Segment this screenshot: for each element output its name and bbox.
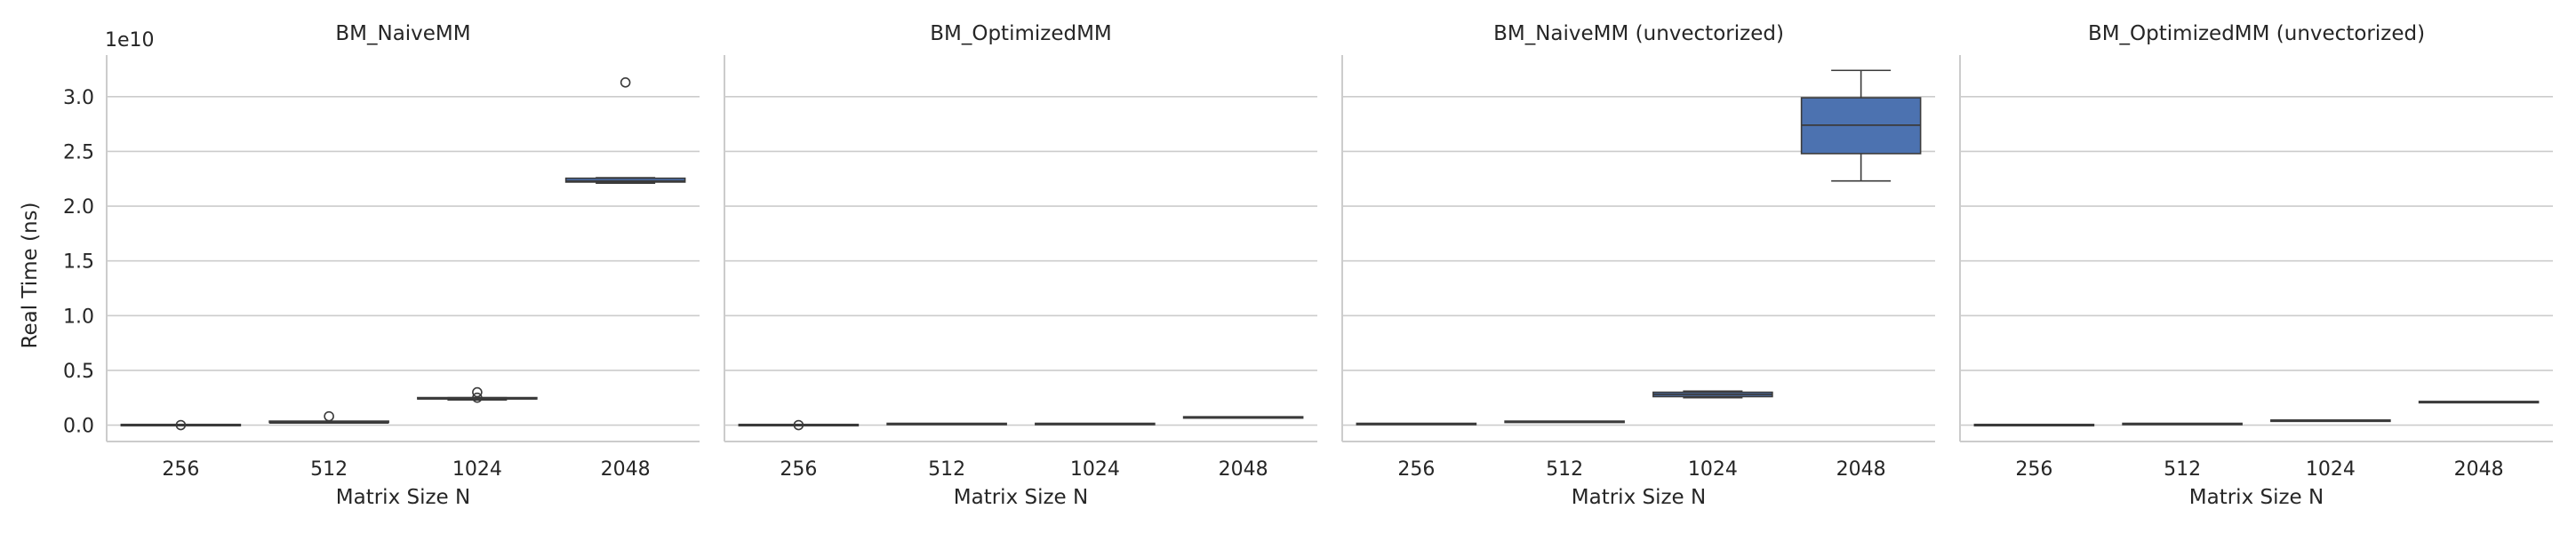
x-tick-label: 2048 xyxy=(1219,458,1268,481)
x-tick-label: 1024 xyxy=(1688,458,1738,481)
box-group xyxy=(1035,422,1156,426)
x-axis-label: Matrix Size N xyxy=(2189,486,2324,509)
box-group xyxy=(1652,390,1773,399)
box-group xyxy=(564,77,686,184)
y-tick-label: 0.0 xyxy=(63,416,94,438)
outlier-point xyxy=(472,392,483,403)
outlier-point xyxy=(175,419,187,431)
x-tick-label: 512 xyxy=(928,458,965,481)
outlier-point xyxy=(324,410,334,422)
box-group xyxy=(1356,422,1477,426)
box-group xyxy=(417,386,538,403)
outlier-point xyxy=(472,386,483,398)
box-group xyxy=(1800,69,1922,182)
y-tick-label: 2.5 xyxy=(63,141,94,163)
x-tick-label: 1024 xyxy=(2306,458,2356,481)
box xyxy=(564,177,686,183)
x-tick-label: 256 xyxy=(780,458,817,481)
x-tick-label: 512 xyxy=(310,458,348,481)
box-group xyxy=(1504,420,1625,424)
panel: BM_NaiveMM (unvectorized) 256 512 1024 2048 M… xyxy=(1341,22,1935,509)
x-tick-label: 512 xyxy=(2164,458,2201,481)
panel: BM_OptimizedMM (unvectorized) 256 512 1024 2… xyxy=(1959,22,2553,509)
outlier-point xyxy=(793,419,804,431)
x-tick-label: 512 xyxy=(1546,458,1583,481)
x-tick-label: 1024 xyxy=(1070,458,1120,481)
y-axis-label: Real Time (ns) xyxy=(19,203,42,349)
box-group xyxy=(1182,416,1304,419)
panel: BM_OptimizedMM 256 512 1024 2048 Matrix Size … xyxy=(724,22,1317,509)
facet-panels: 0.0 0.5 1.0 1.5 2.0 2.5 3.0 BM_NaiveMM 256 512 102… xyxy=(63,22,2553,509)
y-tick-label: 1.5 xyxy=(63,251,94,274)
box-group xyxy=(2270,419,2391,423)
panel-title: BM_OptimizedMM (unvectorized) xyxy=(2088,22,2425,45)
box-group xyxy=(886,422,1007,426)
x-tick-label: 256 xyxy=(2015,458,2052,481)
x-tick-label: 2048 xyxy=(601,458,651,481)
box-group xyxy=(2122,422,2243,426)
x-axis-label: Matrix Size N xyxy=(954,486,1088,509)
box-group xyxy=(2418,401,2540,404)
x-tick-label: 2048 xyxy=(1836,458,1886,481)
x-tick-label: 2048 xyxy=(2454,458,2504,481)
panel-title: BM_NaiveMM (unvectorized) xyxy=(1493,22,1784,45)
x-axis-label: Matrix Size N xyxy=(336,486,470,509)
box-group xyxy=(738,419,860,431)
x-tick-label: 256 xyxy=(162,458,199,481)
box-group xyxy=(1973,423,2095,427)
x-tick-label: 1024 xyxy=(452,458,502,481)
x-axis-label: Matrix Size N xyxy=(1572,486,1706,509)
x-tick-label: 256 xyxy=(1397,458,1435,481)
box-group xyxy=(268,410,389,424)
outlier-point xyxy=(620,77,631,88)
y-tick-label: 2.0 xyxy=(63,196,94,219)
panel-title: BM_NaiveMM xyxy=(335,22,470,45)
y-tick-label: 3.0 xyxy=(63,87,94,109)
y-tick-label: 0.5 xyxy=(63,361,94,383)
panel: 0.0 0.5 1.0 1.5 2.0 2.5 3.0 BM_NaiveMM 256 512 102… xyxy=(63,22,700,509)
y-tick-label: 1.0 xyxy=(63,306,94,328)
box-group xyxy=(120,419,242,431)
y-axis-multiplier: 1e10 xyxy=(105,29,155,52)
panel-title: BM_OptimizedMM xyxy=(930,22,1112,45)
